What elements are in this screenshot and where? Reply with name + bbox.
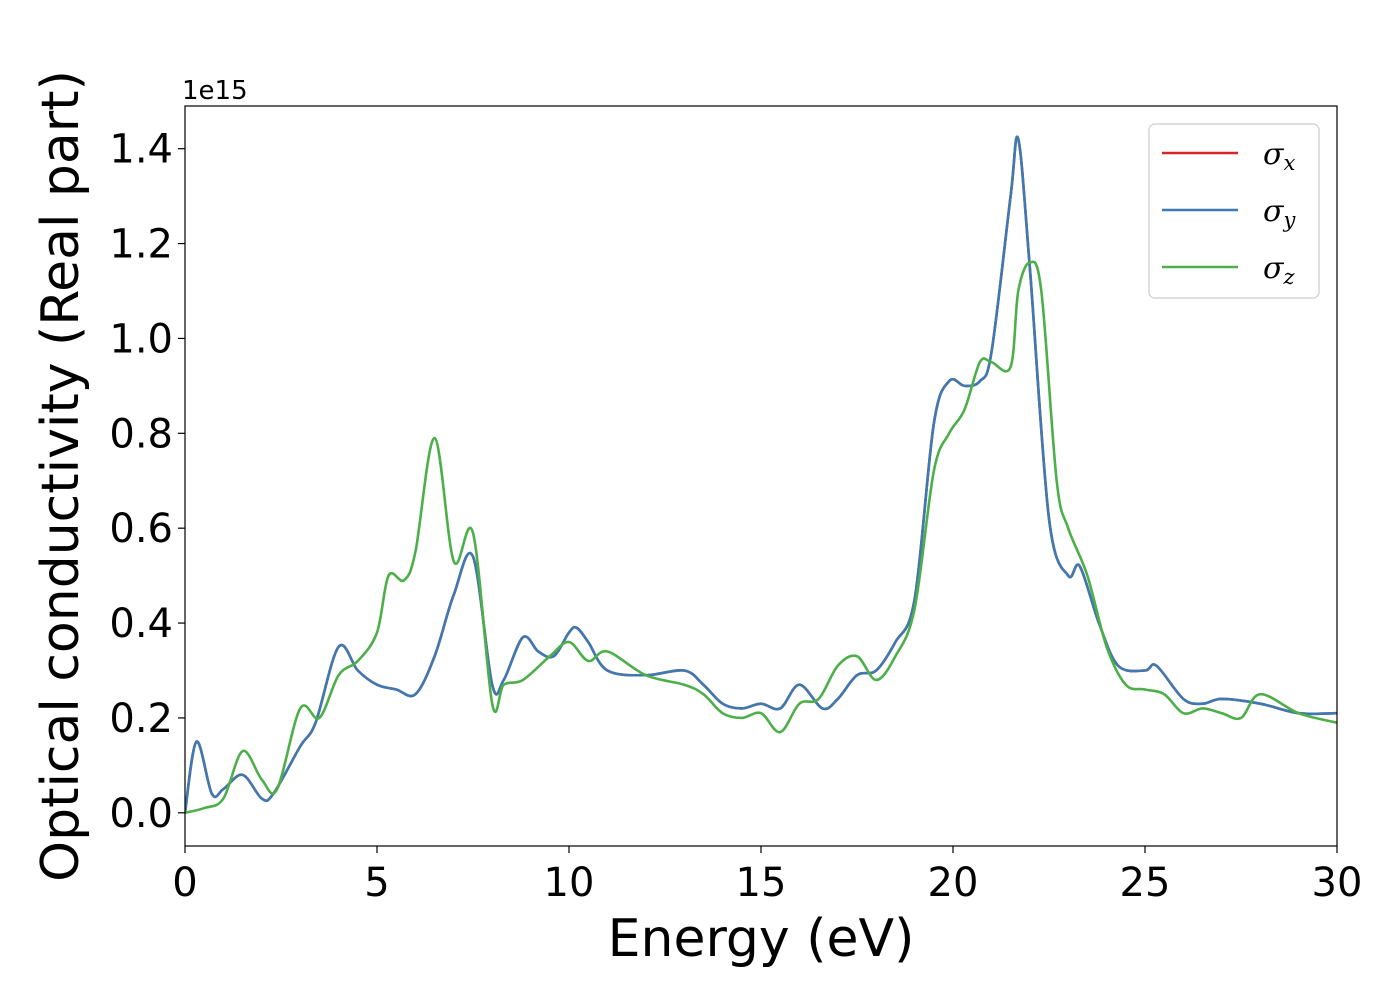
- x-axis-label: Energy (eV): [608, 909, 915, 969]
- legend-label-z: σz: [1263, 251, 1295, 289]
- y-tick-label: 0.4: [109, 601, 173, 647]
- x-tick-label: 25: [1120, 860, 1171, 906]
- x-tick-label: 15: [736, 860, 787, 906]
- y-tick-label: 0.8: [109, 411, 173, 457]
- series-line-y: [185, 135, 1337, 815]
- legend: σx σy σz: [1148, 123, 1320, 299]
- x-tick-label: 10: [544, 860, 595, 906]
- x-tick-label: 20: [928, 860, 979, 906]
- y-tick-label: 1.4: [109, 127, 173, 173]
- y-offset-label: 1e15: [182, 76, 248, 106]
- x-tick-label: 30: [1312, 860, 1363, 906]
- series-line-z: [185, 260, 1337, 815]
- y-tick-label: 0.0: [109, 791, 173, 837]
- legend-label-y: σy: [1263, 194, 1296, 232]
- y-tick-label: 1.2: [109, 222, 173, 268]
- x-tick-label: 0: [172, 860, 197, 906]
- y-tick-label: 1.0: [109, 316, 173, 362]
- y-tick-label: 0.6: [109, 506, 173, 552]
- legend-label-x: σx: [1263, 137, 1295, 175]
- series-layer: [185, 135, 1337, 815]
- x-tick-label: 5: [364, 860, 389, 906]
- y-axis-label: Optical conductivity (Real part): [31, 70, 91, 882]
- plot-area: [185, 106, 1337, 846]
- y-axis: 0.0 0.2 0.4 0.6 0.8 1.0 1.2 1.4: [109, 127, 185, 837]
- x-axis: 0 5 10 15 20 25 30: [172, 846, 1362, 906]
- y-tick-label: 0.2: [109, 696, 173, 742]
